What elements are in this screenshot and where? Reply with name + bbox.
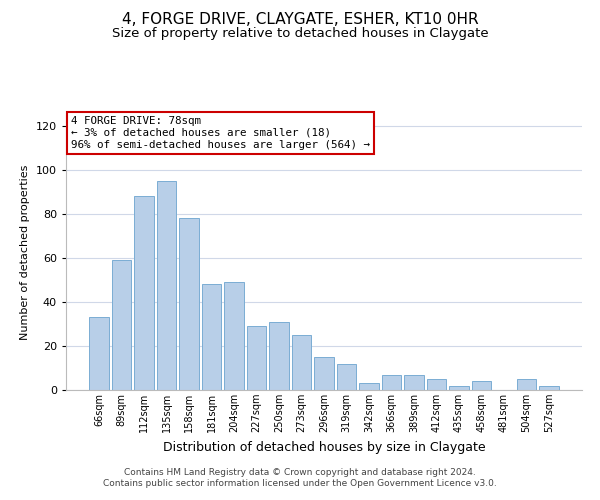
Bar	[404, 374, 424, 390]
Y-axis label: Number of detached properties: Number of detached properties	[20, 165, 30, 340]
Bar	[224, 282, 244, 390]
X-axis label: Distribution of detached houses by size in Claygate: Distribution of detached houses by size …	[163, 440, 485, 454]
Bar	[134, 196, 154, 390]
Bar	[427, 379, 446, 390]
Bar	[517, 379, 536, 390]
Bar	[157, 181, 176, 390]
Bar	[382, 374, 401, 390]
Bar	[89, 318, 109, 390]
Bar	[112, 260, 131, 390]
Bar	[472, 381, 491, 390]
Bar	[337, 364, 356, 390]
Text: Contains HM Land Registry data © Crown copyright and database right 2024.
Contai: Contains HM Land Registry data © Crown c…	[103, 468, 497, 487]
Text: 4, FORGE DRIVE, CLAYGATE, ESHER, KT10 0HR: 4, FORGE DRIVE, CLAYGATE, ESHER, KT10 0H…	[122, 12, 478, 28]
Bar	[179, 218, 199, 390]
Bar	[314, 357, 334, 390]
Bar	[539, 386, 559, 390]
Bar	[269, 322, 289, 390]
Text: 4 FORGE DRIVE: 78sqm
← 3% of detached houses are smaller (18)
96% of semi-detach: 4 FORGE DRIVE: 78sqm ← 3% of detached ho…	[71, 116, 370, 150]
Bar	[202, 284, 221, 390]
Bar	[359, 384, 379, 390]
Bar	[292, 335, 311, 390]
Bar	[247, 326, 266, 390]
Bar	[449, 386, 469, 390]
Text: Size of property relative to detached houses in Claygate: Size of property relative to detached ho…	[112, 28, 488, 40]
